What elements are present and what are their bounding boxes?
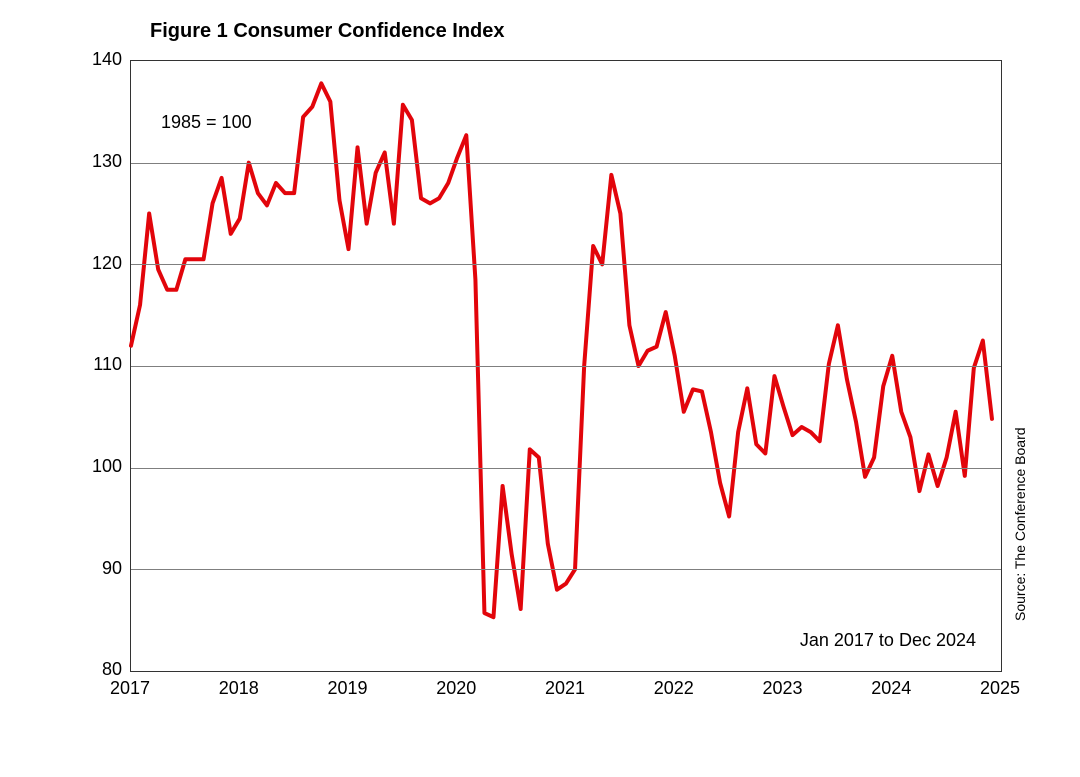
x-tick-label: 2017 <box>100 678 160 699</box>
source-attribution: Source: The Conference Board <box>1012 428 1028 622</box>
y-tick-label: 130 <box>72 151 122 172</box>
x-tick-label: 2018 <box>209 678 269 699</box>
chart-container: Figure 1 Consumer Confidence Index 1985 … <box>0 0 1080 777</box>
x-tick-label: 2022 <box>644 678 704 699</box>
gridline-horizontal <box>131 569 1001 570</box>
y-tick-label: 100 <box>72 456 122 477</box>
gridline-horizontal <box>131 163 1001 164</box>
baseline-note: 1985 = 100 <box>161 112 252 133</box>
x-tick-label: 2023 <box>753 678 813 699</box>
y-tick-label: 120 <box>72 253 122 274</box>
y-tick-label: 110 <box>72 354 122 375</box>
chart-title: Figure 1 Consumer Confidence Index <box>150 20 505 43</box>
gridline-horizontal <box>131 366 1001 367</box>
x-tick-label: 2019 <box>318 678 378 699</box>
x-tick-label: 2025 <box>970 678 1030 699</box>
y-tick-label: 90 <box>72 558 122 579</box>
date-range-note: Jan 2017 to Dec 2024 <box>800 630 976 651</box>
y-tick-label: 140 <box>72 49 122 70</box>
x-tick-label: 2024 <box>861 678 921 699</box>
plot-area: 1985 = 100 Jan 2017 to Dec 2024 <box>130 60 1002 672</box>
x-tick-label: 2020 <box>426 678 486 699</box>
gridline-horizontal <box>131 468 1001 469</box>
gridline-horizontal <box>131 264 1001 265</box>
x-tick-label: 2021 <box>535 678 595 699</box>
